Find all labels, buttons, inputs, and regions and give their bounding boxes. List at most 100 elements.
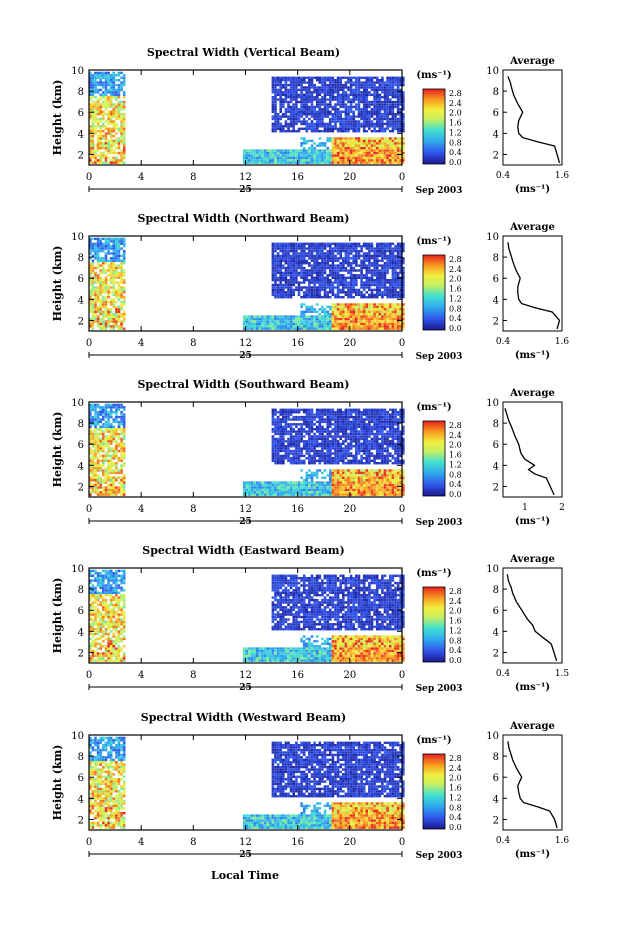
heatmap-cell (347, 115, 350, 118)
heatmap-cell (120, 125, 123, 128)
heatmap-cell (378, 320, 382, 323)
heatmap-cell (117, 476, 121, 479)
heatmap-cell (389, 159, 392, 162)
heatmap-cell (399, 113, 402, 116)
heatmap-cell (271, 269, 275, 272)
heatmap-cell (107, 237, 110, 241)
heatmap-cell (360, 122, 363, 126)
heatmap-cell (99, 425, 102, 428)
heatmap-cell (279, 103, 282, 106)
heatmap-cell (99, 279, 102, 282)
heatmap-cell (383, 108, 387, 111)
heatmap-cell (107, 147, 110, 150)
heatmap-cell (104, 159, 108, 162)
heatmap-cell (357, 305, 361, 309)
heatmap-cell (357, 293, 361, 296)
heatmap-cell (89, 425, 92, 428)
heatmap-cell (383, 154, 387, 157)
heatmap-cell (112, 428, 116, 431)
heatmap-cell (284, 452, 288, 455)
heatmap-cell (302, 442, 306, 445)
heatmap-cell (383, 247, 387, 250)
heatmap-cell (271, 440, 275, 443)
heatmap-cell (292, 81, 295, 84)
heatmap-cell (117, 242, 121, 245)
heatmap-cell (396, 247, 400, 250)
heatmap-cell (109, 406, 113, 409)
heatmap-cell (313, 249, 316, 253)
heatmap-cell (375, 269, 379, 272)
heatmap-cell (276, 149, 280, 152)
heatmap-cell (122, 435, 126, 438)
heatmap-cell (107, 437, 110, 441)
heatmap-cell (102, 296, 105, 299)
heatmap-cell (300, 449, 303, 453)
heatmap-cell (276, 432, 280, 436)
heatmap-cell (276, 493, 280, 496)
heatmap-cell (292, 110, 295, 113)
heatmap-cell (107, 411, 110, 414)
heatmap-cell (370, 247, 374, 250)
heatmap-cell (394, 293, 397, 296)
heatmap-cell (122, 274, 126, 277)
heatmap-cell (373, 130, 376, 133)
heatmap-cell (360, 96, 363, 99)
heatmap-cell (297, 454, 301, 458)
heatmap-cell (399, 161, 402, 164)
heatmap-cell (313, 288, 316, 292)
heatmap-cell (117, 293, 121, 296)
heatmap-cell (344, 110, 348, 113)
heatmap-cell (383, 242, 387, 245)
heatmap-cell (122, 103, 126, 106)
heatmap-cell (94, 113, 97, 116)
heatmap-cell (89, 317, 92, 321)
heatmap-cell (297, 154, 301, 157)
heatmap-cell (365, 327, 369, 330)
heatmap-cell (91, 125, 95, 128)
heatmap-cell (378, 108, 382, 111)
heatmap-cell (96, 459, 100, 462)
heatmap-cell (313, 130, 316, 133)
heatmap-cell (331, 291, 335, 294)
heatmap-cell (305, 479, 309, 482)
heatmap-cell (329, 269, 332, 272)
heatmap-cell (402, 154, 405, 157)
heatmap-cell (276, 486, 280, 489)
heatmap-cell (271, 159, 275, 162)
profile-x-tick-label: 0.4 (496, 171, 511, 181)
heatmap-cell (279, 411, 282, 414)
heatmap-cell (326, 266, 329, 270)
heatmap-cell (378, 259, 382, 262)
heatmap-cell (300, 120, 303, 123)
heatmap-cell (396, 308, 400, 311)
heatmap-cell (274, 76, 277, 79)
heatmap-cell (274, 493, 277, 496)
heatmap-cell (402, 130, 405, 133)
heatmap-cell (391, 274, 395, 277)
heatmap-cell (289, 486, 293, 489)
heatmap-cell (282, 252, 285, 255)
heatmap-cell (360, 83, 363, 87)
heatmap-cell (107, 415, 110, 419)
heatmap-cell (344, 108, 348, 111)
heatmap-cell (295, 423, 298, 426)
heatmap-cell (334, 279, 337, 282)
heatmap-cell (258, 317, 262, 321)
heatmap-cell (261, 156, 264, 160)
heatmap-cell (104, 93, 108, 96)
heatmap-cell (375, 327, 379, 330)
heatmap-cell (331, 151, 335, 155)
heatmap-cell (112, 259, 116, 262)
heatmap-cell (355, 281, 358, 284)
heatmap-cell (289, 425, 293, 428)
heatmap-cell (391, 291, 395, 294)
heatmap-cell (399, 271, 402, 275)
heatmap-cell (115, 415, 118, 419)
heatmap-cell (258, 149, 262, 152)
heatmap-cell (352, 149, 355, 152)
heatmap-cell (94, 276, 97, 279)
heatmap-cell (263, 493, 267, 496)
heatmap-cell (297, 262, 301, 265)
heatmap-cell (365, 139, 369, 143)
profile-line (507, 242, 561, 330)
